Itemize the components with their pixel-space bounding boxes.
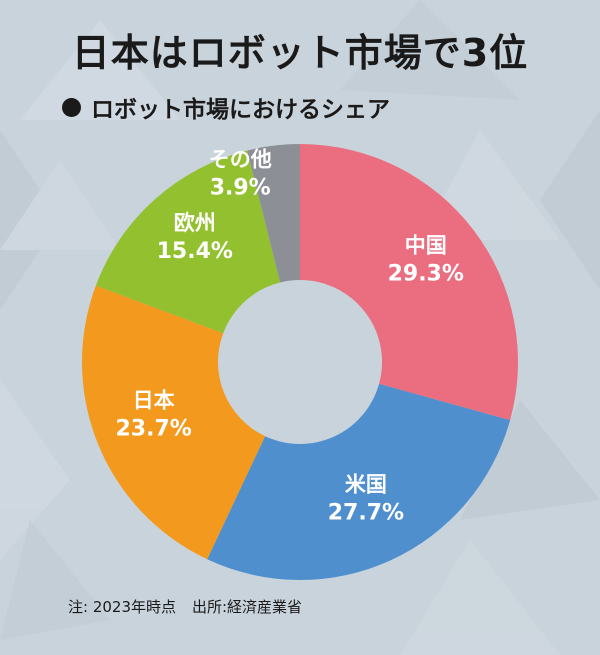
footer-note: 注: 2023年時点 [68, 598, 176, 616]
chart-title: 日本はロボット市場で3位 [71, 31, 529, 75]
slice-label-4: その他 [209, 147, 272, 171]
slice-label-0: 中国 [405, 233, 447, 257]
bullet-icon [62, 97, 81, 117]
slice-label-3: 欧州 [174, 211, 216, 235]
footer: 注: 2023年時点 出所:経済産業省 [68, 596, 302, 617]
slice-label-2: 日本 [133, 389, 175, 413]
slice-value-1: 27.7% [328, 501, 404, 526]
chart-subtitle: ロボット市場におけるシェア [91, 97, 390, 123]
slice-value-0: 29.3% [388, 261, 464, 286]
slice-4 [247, 144, 300, 283]
slice-1 [207, 383, 511, 580]
slice-2 [81, 285, 266, 560]
slice-3 [95, 150, 281, 334]
slice-value-3: 15.4% [157, 239, 233, 264]
slice-label-1: 米国 [345, 473, 387, 497]
footer-source: 出所:経済産業省 [192, 598, 303, 616]
slice-0 [300, 144, 519, 421]
slice-value-2: 23.7% [115, 417, 191, 442]
slice-value-4: 3.9% [210, 175, 271, 200]
subtitle-row: ロボット市場におけるシェア [62, 92, 390, 123]
